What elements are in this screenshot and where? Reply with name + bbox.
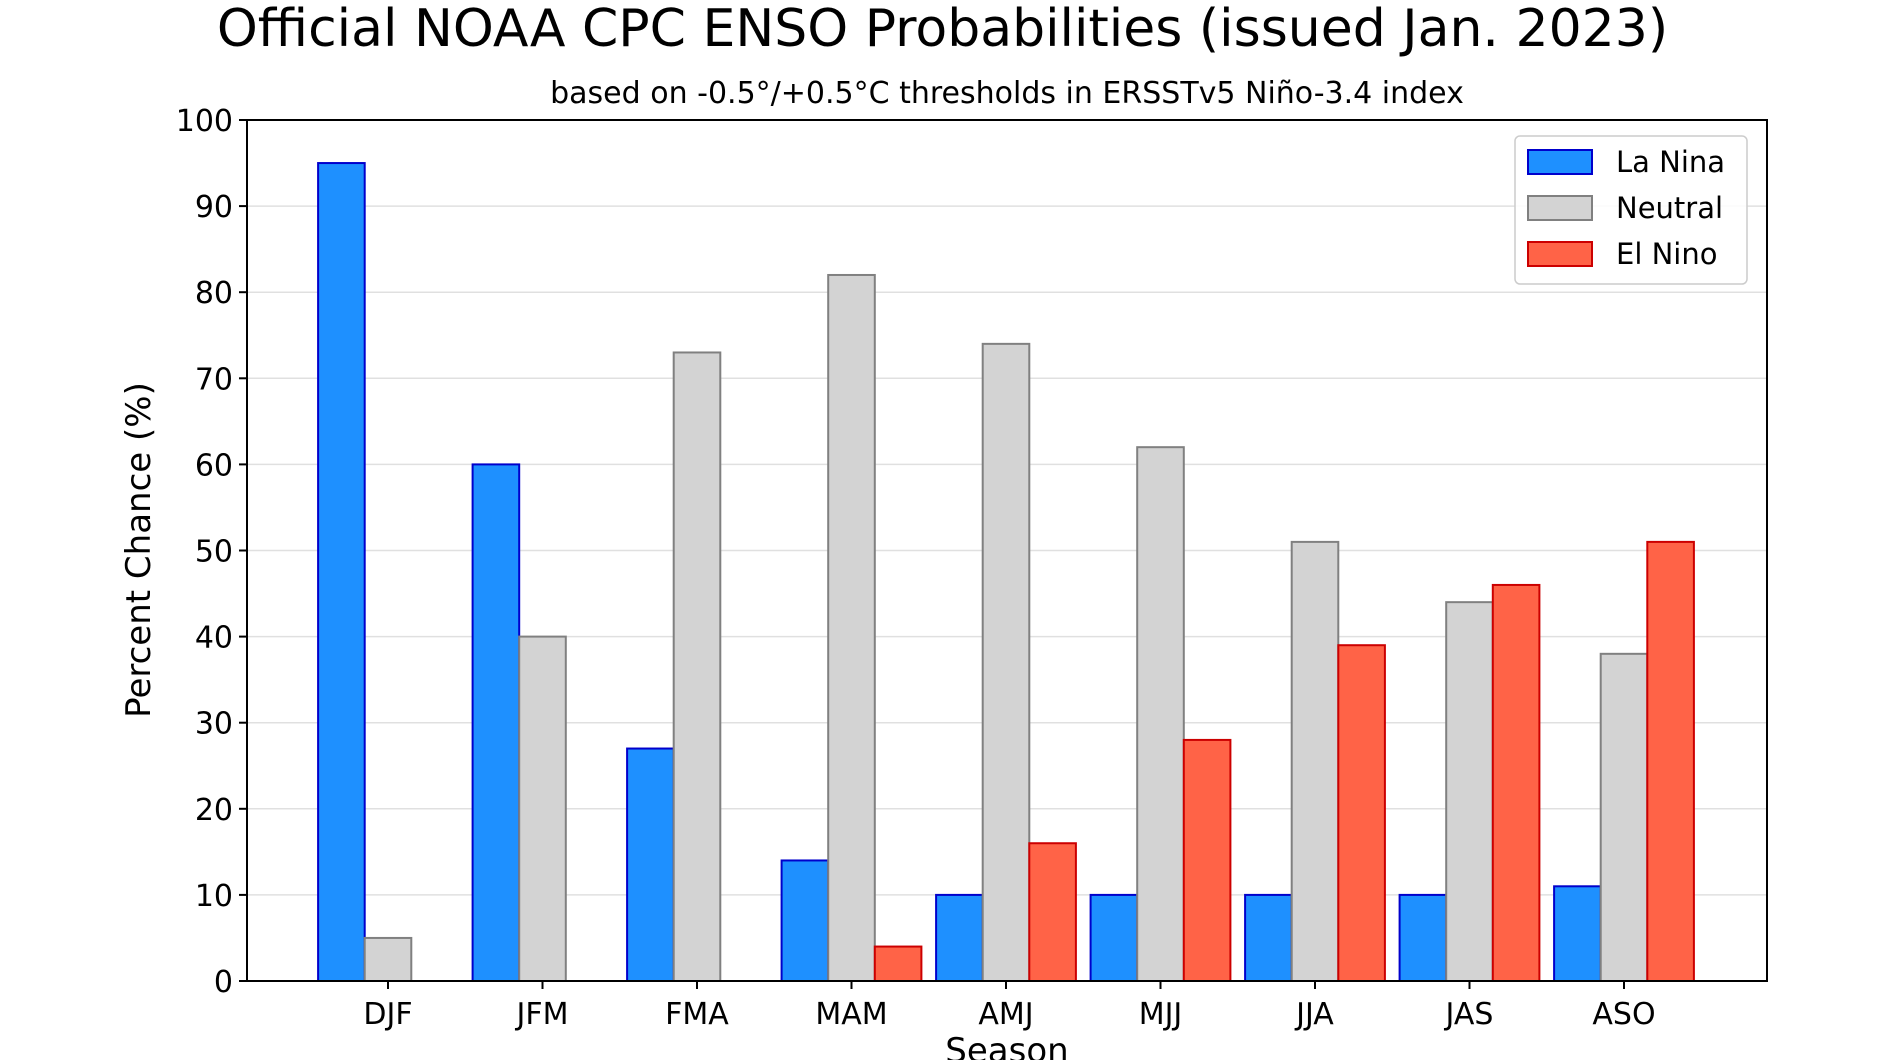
y-tick-label: 80	[195, 276, 233, 311]
x-tick-label: AMJ	[978, 997, 1033, 1032]
bar-neutral-jas	[1445, 601, 1494, 982]
bar-la-nina-aso	[1553, 885, 1602, 982]
bar-el-nino-mam	[873, 945, 923, 982]
y-axis-title: Percent Chance (%)	[119, 382, 159, 718]
legend-label-neutral: Neutral	[1616, 191, 1723, 225]
bar-la-nina-jja	[1244, 893, 1293, 983]
bar-la-nina-jas	[1398, 893, 1448, 983]
bar-el-nino-jja	[1337, 644, 1386, 983]
x-tick-label: DJF	[363, 997, 412, 1032]
bar-la-nina-amj	[935, 893, 984, 983]
y-tick-label: 30	[195, 707, 233, 742]
legend-swatch-el-nino	[1527, 241, 1593, 267]
bar-neutral-fma	[672, 351, 722, 983]
legend-label-la-nina: La Nina	[1616, 145, 1725, 179]
y-tick-label: 40	[195, 621, 233, 656]
bar-la-nina-mjj	[1089, 893, 1139, 983]
y-tick-label: 90	[195, 190, 233, 225]
bar-neutral-jja	[1290, 540, 1340, 982]
bar-la-nina-djf	[317, 162, 366, 983]
bar-neutral-mam	[827, 273, 876, 983]
bar-la-nina-jfm	[471, 463, 521, 982]
x-axis-title: Season	[945, 1031, 1068, 1060]
chart-subtitle: based on -0.5°/+0.5°C thresholds in ERSS…	[550, 76, 1464, 111]
bar-neutral-aso	[1599, 652, 1649, 982]
bar-el-nino-jas	[1491, 583, 1541, 982]
y-tick-label: 60	[195, 448, 233, 483]
y-tick-label: 50	[195, 535, 233, 570]
bars	[317, 162, 1695, 983]
y-tick-label: 70	[195, 362, 233, 397]
y-tick-label: 100	[176, 104, 233, 139]
chart-title: Official NOAA CPC ENSO Probabilities (is…	[216, 0, 1669, 59]
x-tick-label: JFM	[515, 997, 569, 1032]
bar-la-nina-mam	[780, 859, 830, 983]
x-tick-label: JAS	[1444, 997, 1494, 1032]
x-tick-label: MAM	[815, 997, 887, 1032]
legend-swatch-neutral	[1527, 195, 1593, 221]
bar-neutral-amj	[981, 342, 1031, 982]
bar-neutral-djf	[363, 936, 413, 983]
x-tick-label: ASO	[1592, 997, 1655, 1032]
x-tick-label: JJA	[1294, 997, 1334, 1032]
y-tick-label: 10	[195, 879, 233, 914]
x-tick-label: MJJ	[1139, 997, 1183, 1032]
bar-el-nino-amj	[1028, 842, 1077, 982]
bar-el-nino-aso	[1646, 540, 1695, 982]
legend-label-el-nino: El Nino	[1616, 237, 1717, 271]
legend: La Nina Neutral El Nino	[1514, 135, 1748, 285]
y-tick-label: 20	[195, 793, 233, 828]
bar-el-nino-mjj	[1182, 738, 1232, 982]
x-axis: DJF JFM FMA MAM AMJ MJJ JJA JAS ASO	[363, 981, 1656, 1032]
legend-swatch-la-nina	[1527, 149, 1593, 175]
y-axis: 0 10 20 30 40 50 60 70 80 90 100	[176, 104, 247, 1000]
x-tick-label: FMA	[665, 997, 729, 1032]
y-tick-label: 0	[214, 965, 233, 1000]
bar-neutral-jfm	[518, 635, 567, 982]
bar-neutral-mjj	[1136, 446, 1185, 982]
bar-la-nina-fma	[626, 747, 675, 983]
